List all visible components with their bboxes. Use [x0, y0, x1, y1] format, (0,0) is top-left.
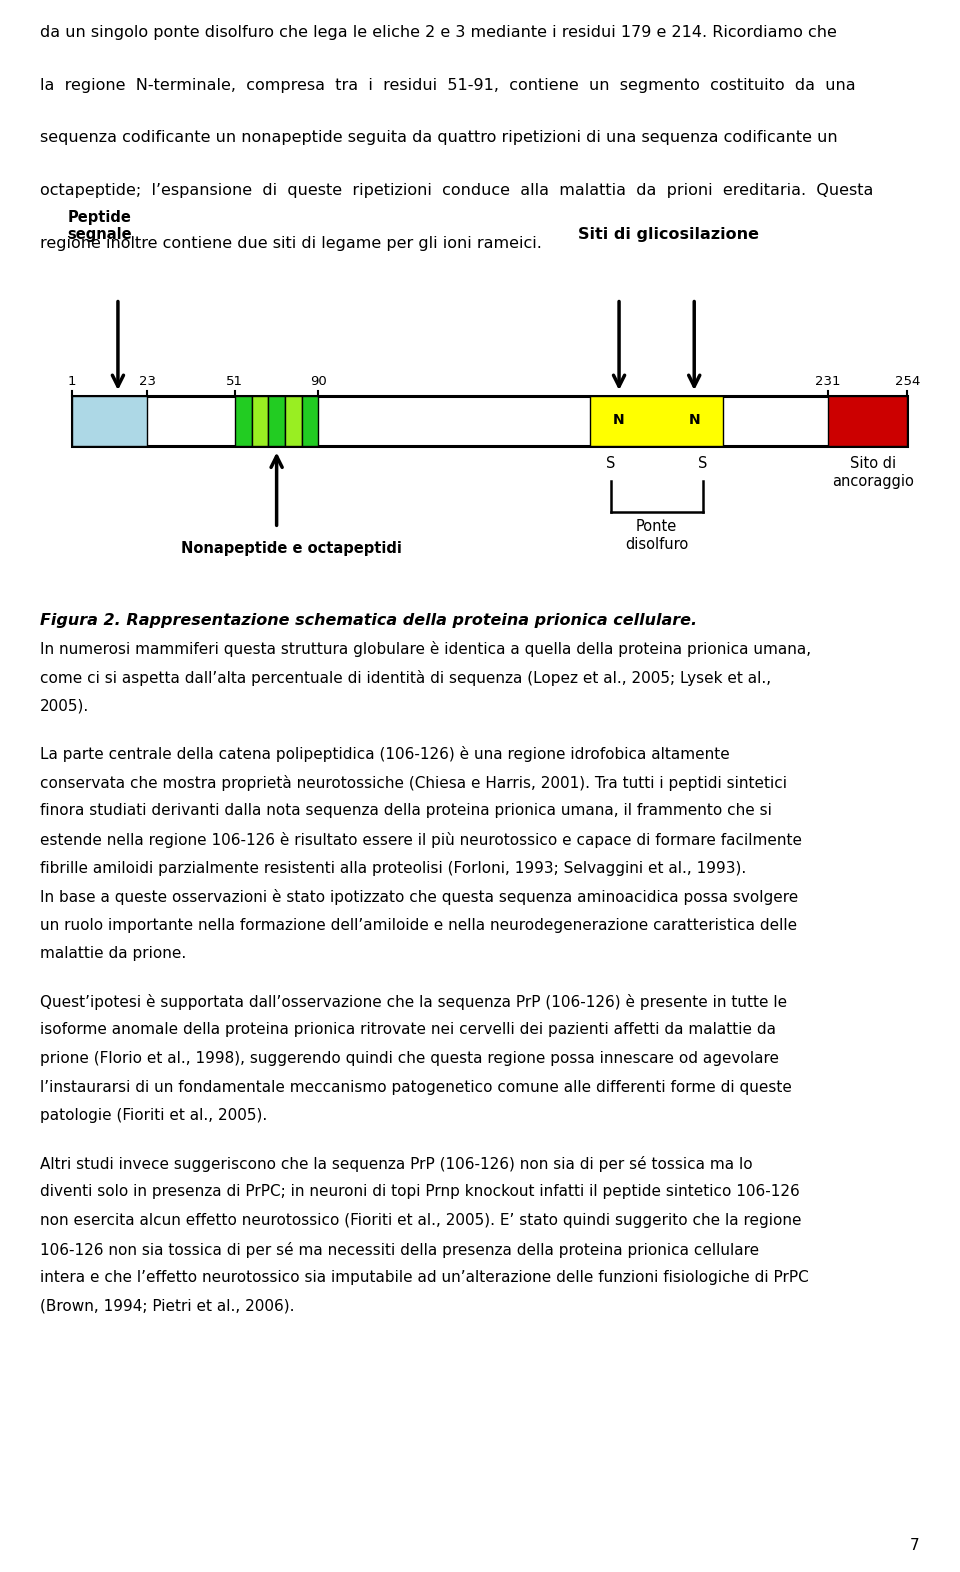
- Text: 7: 7: [910, 1537, 920, 1553]
- Text: S: S: [606, 456, 615, 472]
- Text: estende nella regione 106-126 è risultato essere il più neurotossico e capace di: estende nella regione 106-126 è risultat…: [40, 832, 803, 847]
- Text: isoforme anomale della proteina prionica ritrovate nei cervelli dei pazienti aff: isoforme anomale della proteina prionica…: [40, 1022, 777, 1038]
- Text: fibrille amiloidi parzialmente resistenti alla proteolisi (Forloni, 1993; Selvag: fibrille amiloidi parzialmente resistent…: [40, 860, 747, 876]
- Text: intera e che l’effetto neurotossico sia imputabile ad un’alterazione delle funzi: intera e che l’effetto neurotossico sia …: [40, 1270, 809, 1286]
- Text: In numerosi mammiferi questa struttura globulare è identica a quella della prote: In numerosi mammiferi questa struttura g…: [40, 641, 811, 657]
- Text: Quest’ipotesi è supportata dall’osservazione che la sequenza PrP (106-126) è pre: Quest’ipotesi è supportata dall’osservaz…: [40, 994, 787, 1009]
- Text: (Brown, 1994; Pietri et al., 2006).: (Brown, 1994; Pietri et al., 2006).: [40, 1298, 295, 1314]
- Bar: [252, 396, 268, 446]
- Text: octapeptide;  l’espansione  di  queste  ripetizioni  conduce  alla  malattia  da: octapeptide; l’espansione di queste ripe…: [40, 182, 874, 198]
- Text: Ponte
disolfuro: Ponte disolfuro: [625, 519, 688, 552]
- Text: diventi solo in presenza di PrPC; in neuroni di topi Prnp knockout infatti il pe: diventi solo in presenza di PrPC; in neu…: [40, 1184, 800, 1199]
- Text: Siti di glicosilazione: Siti di glicosilazione: [578, 226, 758, 242]
- Text: patologie (Fioriti et al., 2005).: patologie (Fioriti et al., 2005).: [40, 1108, 268, 1124]
- Text: regione inoltre contiene due siti di legame per gli ioni rameici.: regione inoltre contiene due siti di leg…: [40, 236, 542, 252]
- Text: Figura 2. Rappresentazione schematica della proteina prionica cellulare.: Figura 2. Rappresentazione schematica de…: [40, 613, 698, 629]
- Bar: [828, 396, 907, 446]
- Bar: [235, 396, 252, 446]
- Text: 51: 51: [227, 376, 244, 388]
- Text: La parte centrale della catena polipeptidica (106-126) è una regione idrofobica : La parte centrale della catena polipepti…: [40, 747, 730, 762]
- Text: un ruolo importante nella formazione dell’amiloide e nella neurodegenerazione ca: un ruolo importante nella formazione del…: [40, 918, 798, 932]
- Text: prione (Florio et al., 1998), suggerendo quindi che questa regione possa innesca: prione (Florio et al., 1998), suggerendo…: [40, 1052, 780, 1066]
- Text: sequenza codificante un nonapeptide seguita da quattro ripetizioni di una sequen: sequenza codificante un nonapeptide segu…: [40, 130, 838, 146]
- Text: 23: 23: [138, 376, 156, 388]
- Text: N: N: [688, 413, 700, 426]
- Bar: [268, 396, 285, 446]
- Bar: [72, 396, 907, 446]
- Bar: [285, 396, 301, 446]
- Text: 254: 254: [895, 376, 920, 388]
- Text: 231: 231: [815, 376, 841, 388]
- Text: come ci si aspetta dall’alta percentuale di identità di sequenza (Lopez et al., : come ci si aspetta dall’alta percentuale…: [40, 670, 772, 685]
- Text: In base a queste osservazioni è stato ipotizzato che questa sequenza aminoacidic: In base a queste osservazioni è stato ip…: [40, 890, 799, 905]
- Text: finora studiati derivanti dalla nota sequenza della proteina prionica umana, il : finora studiati derivanti dalla nota seq…: [40, 803, 772, 819]
- Text: 106-126 non sia tossica di per sé ma necessiti della presenza della proteina pri: 106-126 non sia tossica di per sé ma nec…: [40, 1242, 759, 1258]
- Text: 1: 1: [68, 376, 76, 388]
- Text: S: S: [698, 456, 708, 472]
- Text: conservata che mostra proprietà neurotossiche (Chiesa e Harris, 2001). Tra tutti: conservata che mostra proprietà neurotos…: [40, 775, 787, 791]
- Bar: [72, 396, 147, 446]
- Text: Nonapeptide e octapeptidi: Nonapeptide e octapeptidi: [180, 541, 401, 556]
- Bar: [301, 396, 319, 446]
- Text: l’instaurarsi di un fondamentale meccanismo patogenetico comune alle differenti : l’instaurarsi di un fondamentale meccani…: [40, 1080, 792, 1094]
- Text: N: N: [613, 413, 625, 426]
- Text: 90: 90: [310, 376, 326, 388]
- Text: non esercita alcun effetto neurotossico (Fioriti et al., 2005). E’ stato quindi : non esercita alcun effetto neurotossico …: [40, 1214, 802, 1228]
- Text: Altri studi invece suggeriscono che la sequenza PrP (106-126) non sia di per sé : Altri studi invece suggeriscono che la s…: [40, 1155, 753, 1171]
- Text: da un singolo ponte disolfuro che lega le eliche 2 e 3 mediante i residui 179 e : da un singolo ponte disolfuro che lega l…: [40, 25, 837, 41]
- Text: la  regione  N-terminale,  compresa  tra  i  residui  51-91,  contiene  un  segm: la regione N-terminale, compresa tra i r…: [40, 77, 856, 93]
- Text: malattie da prione.: malattie da prione.: [40, 946, 186, 962]
- Text: Sito di
ancoraggio: Sito di ancoraggio: [831, 456, 914, 489]
- Text: 2005).: 2005).: [40, 698, 89, 714]
- Text: Peptide
segnale: Peptide segnale: [67, 209, 132, 242]
- Bar: [589, 396, 724, 446]
